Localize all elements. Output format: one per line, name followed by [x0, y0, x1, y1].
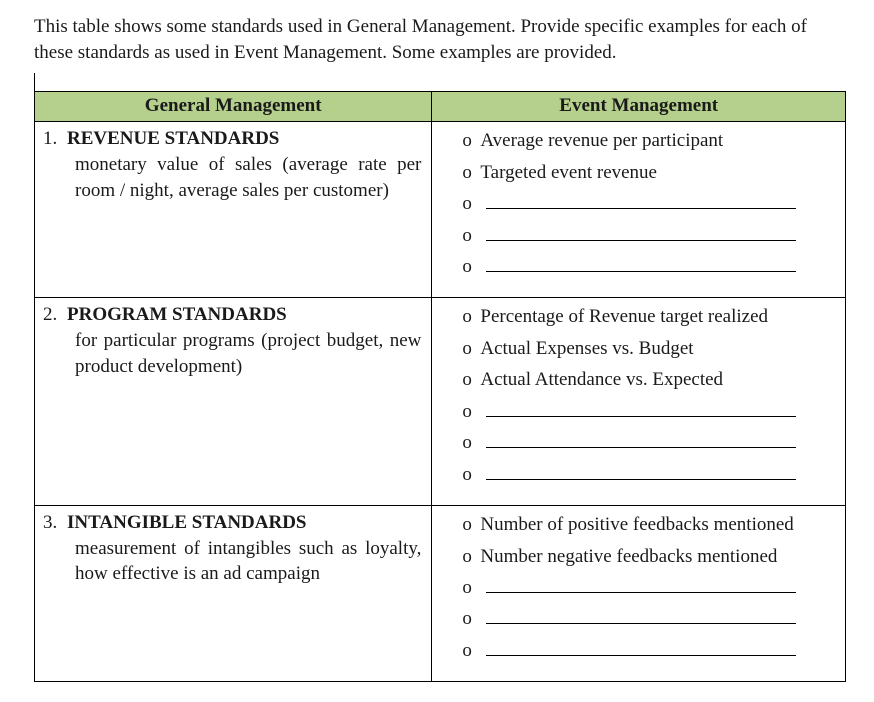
intro-text: This table shows some standards used in … [34, 14, 846, 65]
standards-table-body: 1.REVENUE STANDARDSmonetary value of sal… [35, 122, 846, 682]
blank-line [486, 638, 796, 656]
blank-example-item [462, 636, 835, 665]
blank-line [486, 430, 796, 448]
blank-line [486, 399, 796, 417]
example-item: Number negative feedbacks mentioned [462, 542, 835, 571]
header-event-management: Event Management [432, 92, 846, 122]
blank-example-item [462, 397, 835, 426]
standard-description: monetary value of sales (average rate pe… [43, 152, 421, 203]
table-header-row: General Management Event Management [35, 92, 846, 122]
blank-line [486, 223, 796, 241]
standard-heading: 2.PROGRAM STANDARDS [43, 302, 421, 328]
standard-heading: 3.INTANGIBLE STANDARDS [43, 510, 421, 536]
example-item: Number of positive feedbacks mentioned [462, 510, 835, 539]
blank-example-item [462, 460, 835, 489]
event-management-cell: Average revenue per participant Targeted … [432, 122, 846, 298]
example-list: Percentage of Revenue target realized Act… [440, 302, 835, 489]
standard-description: for particular programs (project budget,… [43, 328, 421, 379]
list-number: 3. [43, 510, 67, 536]
standard-title: PROGRAM STANDARDS [67, 304, 287, 325]
blank-example-item [462, 573, 835, 602]
general-management-cell: 2.PROGRAM STANDARDSfor particular progra… [35, 298, 432, 506]
standard-description: measurement of intangibles such as loyal… [43, 536, 421, 587]
table-row: 1.REVENUE STANDARDSmonetary value of sal… [35, 122, 846, 298]
example-list: Average revenue per participant Targeted … [440, 126, 835, 281]
text-cursor-line [34, 71, 846, 93]
standard-title: REVENUE STANDARDS [67, 128, 279, 149]
example-item: Percentage of Revenue target realized [462, 302, 835, 331]
blank-line [486, 191, 796, 209]
blank-line [486, 575, 796, 593]
table-row: 3.INTANGIBLE STANDARDSmeasurement of int… [35, 506, 846, 682]
list-number: 2. [43, 302, 67, 328]
general-management-cell: 3.INTANGIBLE STANDARDSmeasurement of int… [35, 506, 432, 682]
list-number: 1. [43, 126, 67, 152]
blank-example-item [462, 428, 835, 457]
example-item: Average revenue per participant [462, 126, 835, 155]
example-list: Number of positive feedbacks mentioned Nu… [440, 510, 835, 665]
blank-example-item [462, 189, 835, 218]
event-management-cell: Percentage of Revenue target realized Act… [432, 298, 846, 506]
event-management-cell: Number of positive feedbacks mentioned Nu… [432, 506, 846, 682]
table-row: 2.PROGRAM STANDARDSfor particular progra… [35, 298, 846, 506]
standard-heading: 1.REVENUE STANDARDS [43, 126, 421, 152]
header-general-management: General Management [35, 92, 432, 122]
blank-example-item [462, 252, 835, 281]
blank-line [486, 254, 796, 272]
blank-line [486, 462, 796, 480]
example-item: Actual Attendance vs. Expected [462, 365, 835, 394]
text-caret-icon [34, 73, 35, 93]
blank-line [486, 606, 796, 624]
general-management-cell: 1.REVENUE STANDARDSmonetary value of sal… [35, 122, 432, 298]
example-item: Targeted event revenue [462, 158, 835, 187]
example-item: Actual Expenses vs. Budget [462, 334, 835, 363]
blank-example-item [462, 604, 835, 633]
standards-table: General Management Event Management 1.RE… [34, 91, 846, 682]
standard-title: INTANGIBLE STANDARDS [67, 512, 307, 533]
blank-example-item [462, 221, 835, 250]
document-page: This table shows some standards used in … [0, 0, 874, 702]
